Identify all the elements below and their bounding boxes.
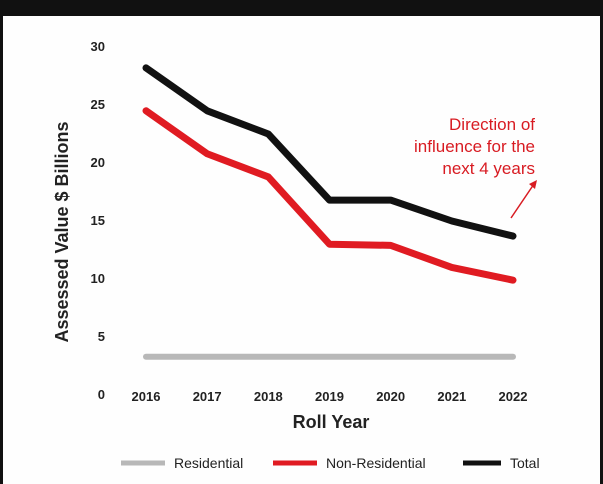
x-tick-label: 2019 xyxy=(315,389,344,404)
legend-label-non-residential: Non-Residential xyxy=(326,455,426,471)
legend-item-non-residential: Non-Residential xyxy=(273,455,426,471)
series-non-residential xyxy=(142,107,517,284)
x-tick-label: 2016 xyxy=(132,389,161,404)
y-axis-title: Assessed Value $ Billions xyxy=(52,121,72,342)
x-axis-ticks: 2016 2017 2018 2019 2020 2021 2022 xyxy=(132,389,528,404)
series-total xyxy=(142,64,517,240)
x-tick-label: 2018 xyxy=(254,389,283,404)
top-border xyxy=(0,0,603,16)
y-tick-label: 0 xyxy=(98,387,105,402)
annotation-line-3: next 4 years xyxy=(442,159,535,178)
y-tick-label: 10 xyxy=(91,271,105,286)
x-tick-label: 2021 xyxy=(437,389,466,404)
legend: Residential Non-Residential Total xyxy=(121,455,540,471)
y-tick-label: 25 xyxy=(91,97,105,112)
left-border xyxy=(0,16,3,484)
x-tick-label: 2020 xyxy=(376,389,405,404)
x-axis-title: Roll Year xyxy=(293,412,370,432)
y-axis-ticks: 0 5 10 15 20 25 30 xyxy=(91,39,105,402)
y-tick-label: 5 xyxy=(98,329,105,344)
y-tick-label: 30 xyxy=(91,39,105,54)
y-tick-label: 15 xyxy=(91,213,105,228)
legend-label-total: Total xyxy=(510,455,540,471)
x-tick-label: 2022 xyxy=(499,389,528,404)
annotation-arrow-shaft xyxy=(510,183,535,219)
legend-label-residential: Residential xyxy=(174,455,243,471)
right-border xyxy=(600,16,603,484)
series-layer xyxy=(142,64,517,360)
annotation-line-2: influence for the xyxy=(414,137,535,156)
annotation-line-1: Direction of xyxy=(449,115,535,134)
x-tick-label: 2017 xyxy=(193,389,222,404)
legend-item-residential: Residential xyxy=(121,455,243,471)
influence-annotation: Direction of influence for the next 4 ye… xyxy=(414,115,537,219)
y-tick-label: 20 xyxy=(91,155,105,170)
legend-item-total: Total xyxy=(463,455,540,471)
annotation-arrow-head xyxy=(529,180,537,189)
